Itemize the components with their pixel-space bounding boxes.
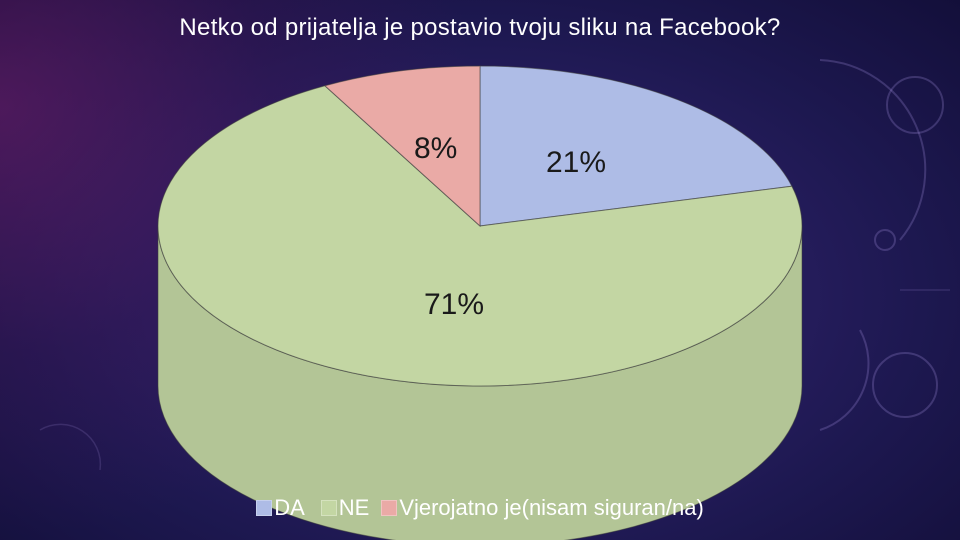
legend-item-vjerojatno: Vjerojatno je(nisam siguran/na) [381,495,704,521]
deco-ring-3 [874,229,896,251]
legend: DA NE Vjerojatno je(nisam siguran/na) [0,495,960,521]
legend-label-da: DA [274,495,305,520]
pie-slice-vjerojatno [323,65,481,228]
deco-arc-3 [39,423,102,471]
legend-label-vjerojatno: Vjerojatno je(nisam siguran/na) [399,495,704,520]
legend-item-ne: NE [320,495,370,521]
legend-swatch-ne [320,500,337,516]
chart-title: Netko od prijatelja je postavio tvoju sl… [179,14,781,41]
pie-slice-da [479,65,793,227]
data-label-ne: 71% [424,288,485,321]
deco-ring-1 [886,76,944,134]
deco-ring-2 [872,352,938,418]
legend-swatch-vjerojatno [381,500,398,516]
pie-tops [157,65,803,387]
legend-swatch-da [256,500,273,516]
data-label-da: 21% [546,146,607,179]
pie-slice-ne [157,85,803,387]
data-label-vjerojatno: 8% [414,132,458,165]
deco-arc-1 [819,59,927,241]
deco-arc-2 [819,329,870,431]
legend-label-ne: NE [338,495,370,520]
legend-item-da: DA [256,495,305,521]
